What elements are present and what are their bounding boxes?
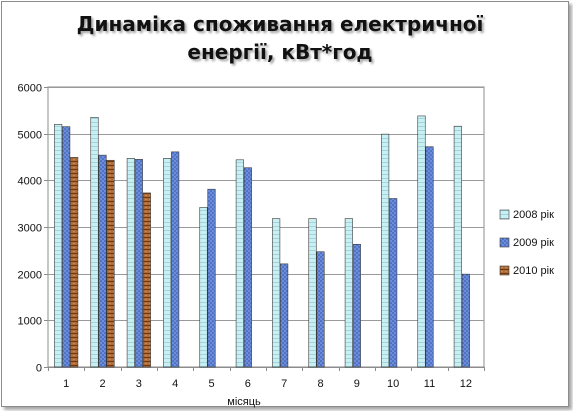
bar-2008-рік-m1 <box>54 124 63 368</box>
x-tick-label: 2 <box>99 378 105 390</box>
bar-2009-рік-m3 <box>134 159 143 368</box>
bar-2008-рік-m5 <box>199 207 208 368</box>
bar-2009-рік-m2 <box>98 154 107 368</box>
bar-2009-рік-m7 <box>280 263 289 368</box>
legend-swatch <box>499 265 510 276</box>
y-tick-label: 3000 <box>18 223 42 235</box>
bar-2008-рік-m10 <box>381 133 390 368</box>
bar-2008-рік-m12 <box>453 125 462 368</box>
y-tick-label: 0 <box>36 363 42 375</box>
chart-title-line-2: енергії, кВт*год <box>187 40 373 64</box>
x-axis-label: місяць <box>227 396 261 408</box>
bar-2009-рік-m12 <box>461 273 470 368</box>
x-tick-label: 3 <box>136 378 142 390</box>
x-tick-label: 8 <box>317 378 323 390</box>
y-tick-label: 4000 <box>18 176 42 188</box>
legend: 2008 рік 2009 рік 2010 рік <box>499 209 554 277</box>
bar-2008-рік-m4 <box>163 158 172 368</box>
bar-2008-рік-m6 <box>235 159 244 368</box>
chart-title: Динаміка споживання електричної енергії,… <box>60 10 500 66</box>
bar-2008-рік-m8 <box>308 218 317 368</box>
x-tick-label: 7 <box>281 378 287 390</box>
bar-2010-рік-m3 <box>142 192 151 368</box>
x-tick-label: 12 <box>460 378 472 390</box>
legend-label: 2010 рік <box>513 265 554 277</box>
bar-2008-рік-m9 <box>344 218 353 368</box>
x-tick-label: 1 <box>63 378 69 390</box>
legend-label: 2008 рік <box>513 209 554 221</box>
legend-swatch <box>499 237 510 248</box>
legend-label: 2009 рік <box>513 237 554 249</box>
bar-2010-рік-m2 <box>106 159 115 368</box>
y-tick-label: 6000 <box>18 83 42 95</box>
bar-2009-рік-m5 <box>207 188 216 368</box>
y-tick-label: 5000 <box>18 130 42 142</box>
bar-2009-рік-m1 <box>62 126 71 368</box>
bar-2009-рік-m6 <box>243 167 252 368</box>
bar-2010-рік-m1 <box>70 157 79 368</box>
x-tick-label: 4 <box>172 378 178 390</box>
x-tick-label: 10 <box>387 378 399 390</box>
x-tick-label: 6 <box>245 378 251 390</box>
bar-2009-рік-m10 <box>389 198 398 368</box>
bar-2008-рік-m11 <box>417 115 426 368</box>
bar-2009-рік-m4 <box>171 151 180 368</box>
bar-2008-рік-m2 <box>90 117 99 368</box>
legend-swatch <box>499 209 510 220</box>
bar-2009-рік-m8 <box>316 251 325 368</box>
bar-2009-рік-m9 <box>352 243 361 368</box>
bar-2008-рік-m3 <box>126 158 135 368</box>
x-tick-label: 5 <box>208 378 214 390</box>
y-tick-label: 1000 <box>18 316 42 328</box>
x-tick-label: 11 <box>424 378 435 390</box>
chart-title-line-1: Динаміка споживання електричної <box>76 12 484 36</box>
bar-2008-рік-m7 <box>272 218 281 368</box>
y-tick-label: 2000 <box>18 270 42 282</box>
bar-2009-рік-m11 <box>425 146 434 368</box>
x-tick-label: 9 <box>354 378 360 390</box>
